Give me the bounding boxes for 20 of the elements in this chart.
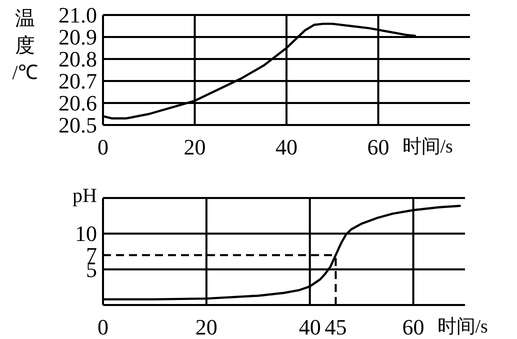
y-tick-label: 21.0: [58, 2, 97, 28]
y-axis-title: pH: [72, 185, 97, 207]
x-tick-label: 0: [98, 314, 108, 339]
y-tick-label: 20.8: [58, 46, 97, 72]
y-tick-label: 20.6: [58, 90, 97, 116]
x-tick-label: 60: [367, 134, 390, 160]
y-tick-label: 20.5: [58, 112, 97, 138]
x-axis-title: 时间/s: [437, 316, 488, 338]
y-tick-label: 20.7: [58, 68, 97, 94]
y-tick-label: 10: [75, 221, 97, 246]
x-tick-label: 45: [324, 314, 347, 339]
x-tick-label: 40: [276, 134, 298, 160]
x-tick-label: 60: [402, 314, 424, 339]
x-tick-label: 20: [195, 314, 218, 339]
y-tick-label: 20.9: [58, 24, 97, 50]
x-axis-title: 时间/s: [402, 136, 453, 158]
x-tick-label: 40: [298, 314, 321, 339]
x-tick-label: 20: [184, 134, 206, 160]
y-axis-title: 温度/℃: [12, 8, 38, 84]
x-tick-label: 0: [98, 134, 108, 160]
